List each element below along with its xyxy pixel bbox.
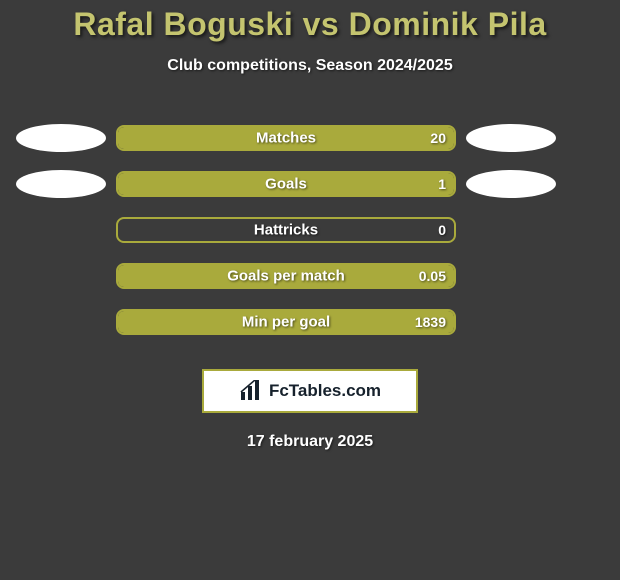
player-avatar-right — [466, 216, 556, 244]
stat-row: Hattricks0 — [0, 207, 620, 253]
stat-value: 1839 — [415, 314, 446, 330]
stat-row: Goals per match0.05 — [0, 253, 620, 299]
stat-bar: Goals1 — [116, 171, 456, 197]
stat-bar-fill — [118, 265, 454, 287]
player-avatar-right — [466, 124, 556, 152]
player-avatar-left — [16, 216, 106, 244]
stat-label: Hattricks — [118, 222, 454, 239]
player-avatar-left — [16, 170, 106, 198]
player-avatar-right — [466, 262, 556, 290]
stat-bar-fill — [118, 173, 454, 195]
player-avatar-left — [16, 308, 106, 336]
stat-rows: Matches20 Goals1 Hattricks0 Goals per match… — [0, 115, 620, 345]
stat-value: 0 — [438, 222, 446, 238]
stat-row: Matches20 — [0, 115, 620, 161]
player-avatar-left — [16, 262, 106, 290]
player-avatar-left — [16, 124, 106, 152]
stat-value: 1 — [438, 176, 446, 192]
player-avatar-right — [466, 170, 556, 198]
generated-date: 17 february 2025 — [0, 433, 620, 451]
stat-bar: Min per goal1839 — [116, 309, 456, 335]
brand-logo: FcTables.com — [202, 369, 418, 413]
player-avatar-right — [466, 308, 556, 336]
stat-bar: Goals per match0.05 — [116, 263, 456, 289]
comparison-infographic: Rafal Boguski vs Dominik Pila Club compe… — [0, 0, 620, 580]
bars-icon — [239, 380, 263, 402]
stat-bar: Matches20 — [116, 125, 456, 151]
stat-value: 20 — [430, 130, 446, 146]
stat-row: Min per goal1839 — [0, 299, 620, 345]
brand-text: FcTables.com — [269, 381, 381, 401]
page-title: Rafal Boguski vs Dominik Pila — [0, 6, 620, 43]
stat-bar: Hattricks0 — [116, 217, 456, 243]
stat-row: Goals1 — [0, 161, 620, 207]
stat-bar-fill — [118, 311, 454, 333]
stat-bar-fill — [118, 127, 454, 149]
stat-value: 0.05 — [419, 268, 446, 284]
subtitle: Club competitions, Season 2024/2025 — [0, 57, 620, 75]
